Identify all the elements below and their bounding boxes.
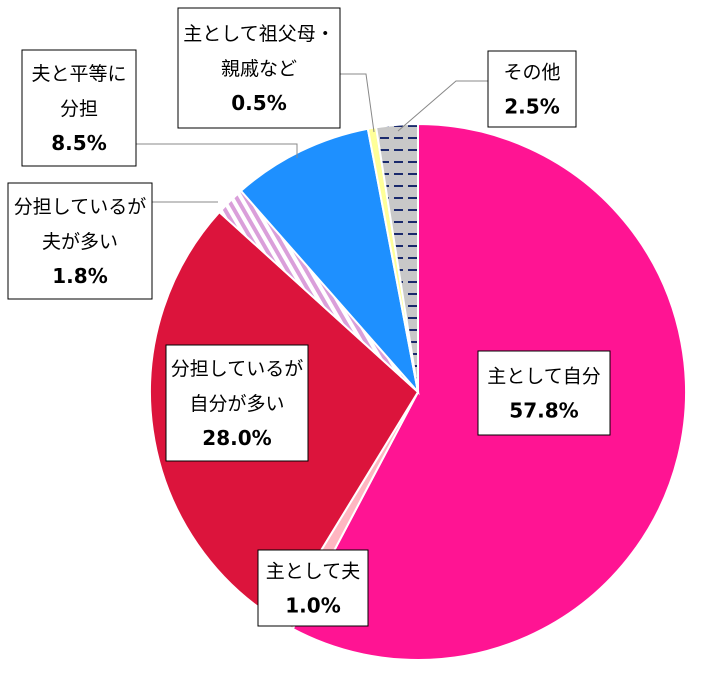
slice-label: その他 2.5% <box>487 50 577 128</box>
label-box <box>7 182 153 300</box>
slice-category-label: 分担しているが <box>171 358 303 380</box>
slice-other <box>374 122 419 393</box>
slice-category-label: 主として夫 <box>266 561 360 583</box>
slice-category-label: 主として祖父母・ <box>183 23 334 45</box>
slice-category-label: 分担 <box>60 98 98 120</box>
label-box <box>487 50 577 128</box>
slice-value-label: 0.5% <box>231 91 286 115</box>
slice-label: 主として自分 57.8% <box>477 350 611 436</box>
slice-value-label: 28.0% <box>202 426 271 450</box>
label-box <box>477 350 611 436</box>
label-box <box>177 7 341 129</box>
slice-label: 主として祖父母・親戚など 0.5% <box>177 7 341 129</box>
slice-value-label: 57.8% <box>509 399 578 423</box>
slice-label: 主として夫 1.0% <box>257 549 369 627</box>
slice-category-label: 主として自分 <box>487 366 600 388</box>
slice-value-label: 1.8% <box>52 264 107 288</box>
label-box <box>257 549 369 627</box>
slice-equal <box>239 127 420 396</box>
leader-line <box>397 80 488 132</box>
slice-category-label: その他 <box>503 62 560 84</box>
slice-value-label: 2.5% <box>504 95 559 119</box>
slice-category-label: 親戚など <box>221 58 297 80</box>
leader-lines <box>136 73 488 203</box>
slice-category-label: 夫が多い <box>42 231 118 253</box>
label-box <box>165 344 309 462</box>
leader-line <box>340 73 375 133</box>
slice-value-label: 8.5% <box>51 131 106 155</box>
slice-category-label: 夫と平等に <box>31 63 126 85</box>
slice-category-label: 自分が多い <box>189 393 284 415</box>
leader-line <box>136 143 298 158</box>
slice-value-label: 1.0% <box>285 594 340 618</box>
label-box <box>21 49 137 167</box>
slice-labels: 主として自分57.8%主として夫1.0%分担しているが自分が多い28.0%分担し… <box>7 7 611 627</box>
slice-category-label: 分担しているが <box>14 196 146 218</box>
